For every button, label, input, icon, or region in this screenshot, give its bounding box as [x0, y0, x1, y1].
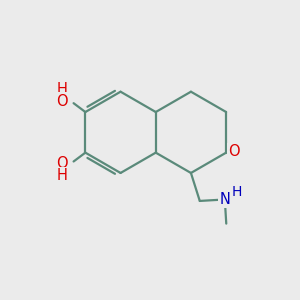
Text: O: O — [56, 156, 68, 171]
Text: H: H — [56, 168, 67, 183]
Text: N: N — [219, 192, 230, 207]
Text: O: O — [229, 144, 240, 159]
Text: O: O — [56, 94, 68, 109]
Text: H: H — [56, 82, 67, 97]
Text: H: H — [232, 185, 242, 199]
